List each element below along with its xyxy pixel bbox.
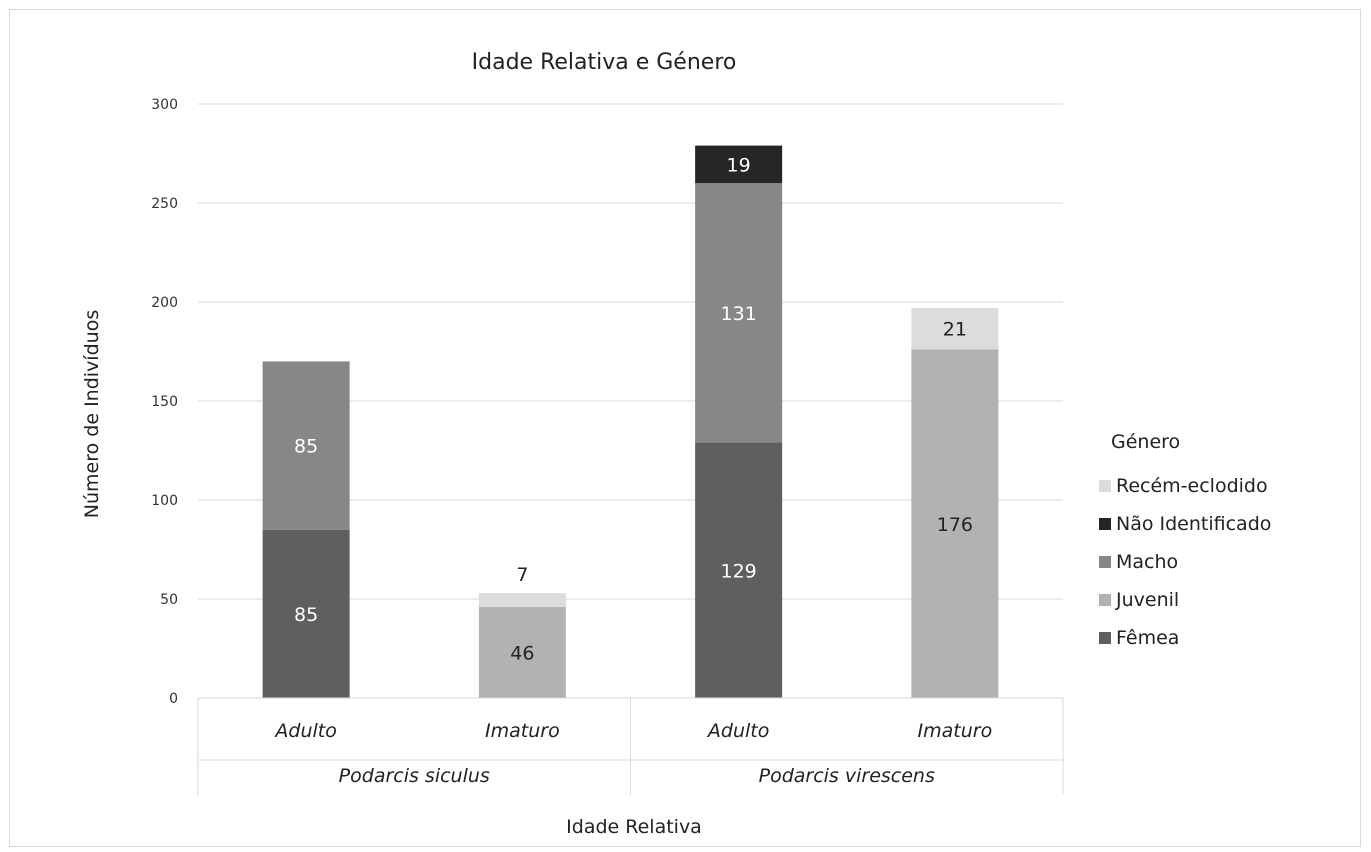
bar-segment: [262, 361, 350, 530]
data-label: 21: [943, 319, 967, 341]
legend-label: Juvenil: [1115, 589, 1179, 611]
bar-segment: [911, 349, 999, 698]
chart-frame: Idade Relativa e Género Número de Indiví…: [9, 9, 1361, 847]
legend-swatch: [1099, 480, 1111, 492]
legend-label: Recém-eclodido: [1116, 475, 1268, 497]
legend-label: Não Identificado: [1116, 513, 1271, 535]
y-tick-label: 300: [151, 97, 178, 113]
legend-label: Fêmea: [1116, 627, 1179, 649]
x-category-label: Adulto: [706, 720, 769, 742]
y-tick-label: 150: [151, 394, 178, 410]
legend-label: Macho: [1116, 551, 1178, 573]
legend-title: Género: [1111, 431, 1180, 453]
x-axis-title: Idade Relativa: [566, 816, 702, 838]
data-label: 85: [294, 436, 318, 458]
y-tick-label: 250: [151, 196, 178, 212]
stacked-bar-chart: Idade Relativa e Género Número de Indiví…: [81, 50, 1271, 838]
bar-segment: [695, 145, 783, 184]
x-category-label: Imaturo: [918, 720, 993, 742]
legend-swatch: [1099, 632, 1111, 644]
legend-swatch: [1099, 556, 1111, 568]
data-label: 131: [720, 303, 756, 325]
x-group-label: Podarcis siculus: [339, 765, 490, 787]
x-category-label: Adulto: [273, 720, 336, 742]
y-axis-title: Número de Indivíduos: [81, 310, 103, 518]
y-tick-label: 100: [151, 493, 178, 509]
legend-swatch: [1099, 594, 1111, 606]
bar-segment: [695, 183, 783, 443]
bar-segment: [262, 529, 350, 698]
data-label: 85: [294, 604, 318, 626]
legend-swatch: [1099, 518, 1111, 530]
chart-title: Idade Relativa e Género: [472, 50, 737, 75]
bar-segment: [695, 442, 783, 698]
bar-segment: [478, 593, 566, 607]
bar-segment: [911, 307, 999, 350]
bar-segment: [478, 606, 566, 698]
y-tick-label: 50: [160, 592, 178, 608]
data-label: 19: [727, 154, 751, 176]
data-label: 176: [937, 514, 973, 536]
x-category-label: Imaturo: [485, 720, 560, 742]
data-label: 46: [510, 642, 534, 664]
y-tick-label: 0: [169, 691, 178, 707]
data-label: 7: [516, 564, 528, 586]
y-tick-label: 200: [151, 295, 178, 311]
x-group-label: Podarcis virescens: [759, 765, 935, 787]
data-label: 129: [720, 560, 756, 582]
